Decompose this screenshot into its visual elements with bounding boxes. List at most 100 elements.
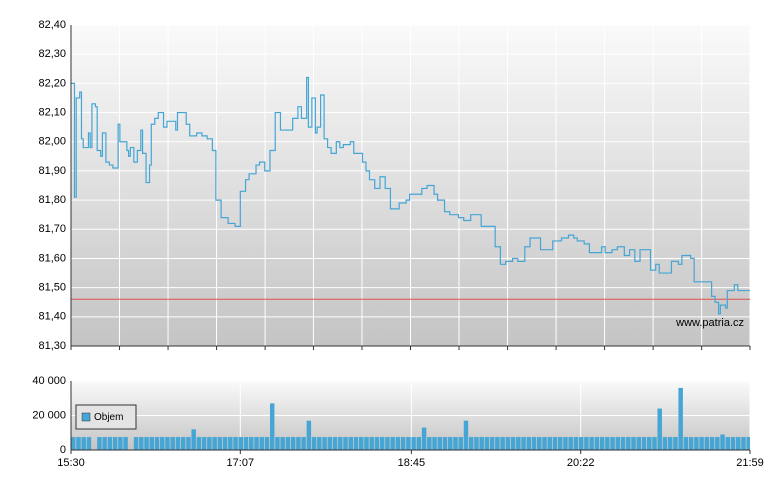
volume-bar (516, 437, 521, 450)
volume-bar (699, 437, 704, 450)
volume-bar (71, 437, 76, 450)
volume-bar (118, 437, 123, 450)
volume-bar (489, 437, 495, 450)
y-tick-label: 40 000 (32, 375, 66, 387)
volume-bar (123, 437, 128, 450)
volume-bar (484, 437, 490, 450)
volume-bar (552, 437, 558, 450)
y-tick-label: 82,10 (38, 106, 66, 118)
volume-bar (500, 437, 505, 450)
volume-bar (673, 437, 678, 450)
volume-bar (599, 437, 605, 450)
volume-bar (406, 437, 411, 450)
volume-bar (578, 437, 584, 450)
volume-bar (411, 437, 416, 450)
volume-bar (201, 437, 207, 450)
volume-bar (736, 437, 741, 450)
volume-bar (694, 437, 699, 450)
volume-bar (741, 437, 746, 450)
volume-bar (160, 437, 165, 450)
y-tick-label: 82,40 (38, 19, 66, 31)
y-tick-label: 0 (60, 444, 66, 456)
y-tick-label: 81,60 (38, 252, 66, 264)
volume-bar (510, 437, 516, 450)
volume-bar (264, 437, 270, 450)
volume-bar (102, 437, 107, 450)
volume-bar (76, 437, 81, 450)
volume-bar (139, 437, 144, 450)
x-tick-label: 18:45 (398, 457, 426, 469)
volume-bar (704, 437, 710, 450)
x-tick-label: 20:22 (567, 457, 595, 469)
volume-bar (573, 437, 579, 450)
volume-bar (81, 437, 86, 450)
volume-bar (233, 437, 238, 450)
volume-bar (521, 437, 526, 450)
volume-bar (180, 437, 186, 450)
volume-bar (207, 437, 212, 450)
volume-bar (254, 437, 259, 450)
volume-bar (547, 437, 552, 450)
volume-bar (322, 437, 327, 450)
volume-bar (112, 437, 118, 450)
volume-bar (285, 437, 291, 450)
y-tick-label: 81,80 (38, 194, 66, 206)
volume-bar (191, 429, 196, 450)
volume-bar (715, 437, 720, 450)
volume-bar (709, 437, 715, 450)
y-tick-label: 81,40 (38, 311, 66, 323)
y-tick-label: 81,30 (38, 340, 66, 352)
volume-bar (301, 437, 306, 450)
volume-bar (144, 437, 149, 450)
volume-bar (667, 437, 673, 450)
x-tick-label: 17:07 (227, 457, 255, 469)
volume-bar (678, 387, 683, 450)
volume-bar (149, 437, 154, 450)
volume-bar (626, 437, 631, 450)
annotation: www.patria.cz (675, 317, 744, 329)
volume-bar (432, 437, 437, 450)
volume-bar (563, 437, 568, 450)
volume-bar (725, 437, 731, 450)
legend-label: Objem (94, 412, 123, 423)
volume-bar (620, 437, 626, 450)
volume-bar (290, 437, 296, 450)
volume-bar (584, 437, 589, 450)
y-tick-label: 82,20 (38, 77, 66, 89)
volume-bar (746, 437, 750, 450)
volume-bar (196, 437, 202, 450)
volume-bar (186, 437, 191, 450)
y-tick-label: 81,90 (38, 165, 66, 177)
volume-bar (133, 437, 139, 450)
volume-bar (605, 437, 610, 450)
volume-bar (526, 437, 532, 450)
volume-bar (154, 437, 160, 450)
volume-bar (400, 437, 406, 450)
volume-bar (594, 437, 600, 450)
volume-bar (222, 437, 228, 450)
volume-bar (448, 437, 453, 450)
volume-bar (442, 437, 448, 450)
volume-bar (683, 437, 689, 450)
volume-bar (280, 437, 285, 450)
volume-bar (170, 437, 175, 450)
volume-bar (338, 437, 343, 450)
volume-bar (317, 437, 322, 450)
volume-bar (537, 437, 542, 450)
y-tick-label: 81,50 (38, 282, 66, 294)
volume-bar (688, 437, 694, 450)
volume-bar (369, 437, 374, 450)
volume-bar (542, 437, 547, 450)
price-line (71, 76, 750, 315)
volume-bar (228, 437, 233, 450)
volume-bar (631, 437, 636, 450)
volume-bar (437, 437, 443, 450)
volume-bar (463, 420, 469, 450)
volume-bar (652, 437, 657, 450)
volume-bar (374, 437, 380, 450)
volume-bar (327, 437, 333, 450)
volume-bar (453, 437, 458, 450)
y-tick-label: 20 000 (32, 409, 66, 421)
volume-bar (495, 437, 500, 450)
volume-bar (505, 437, 511, 450)
